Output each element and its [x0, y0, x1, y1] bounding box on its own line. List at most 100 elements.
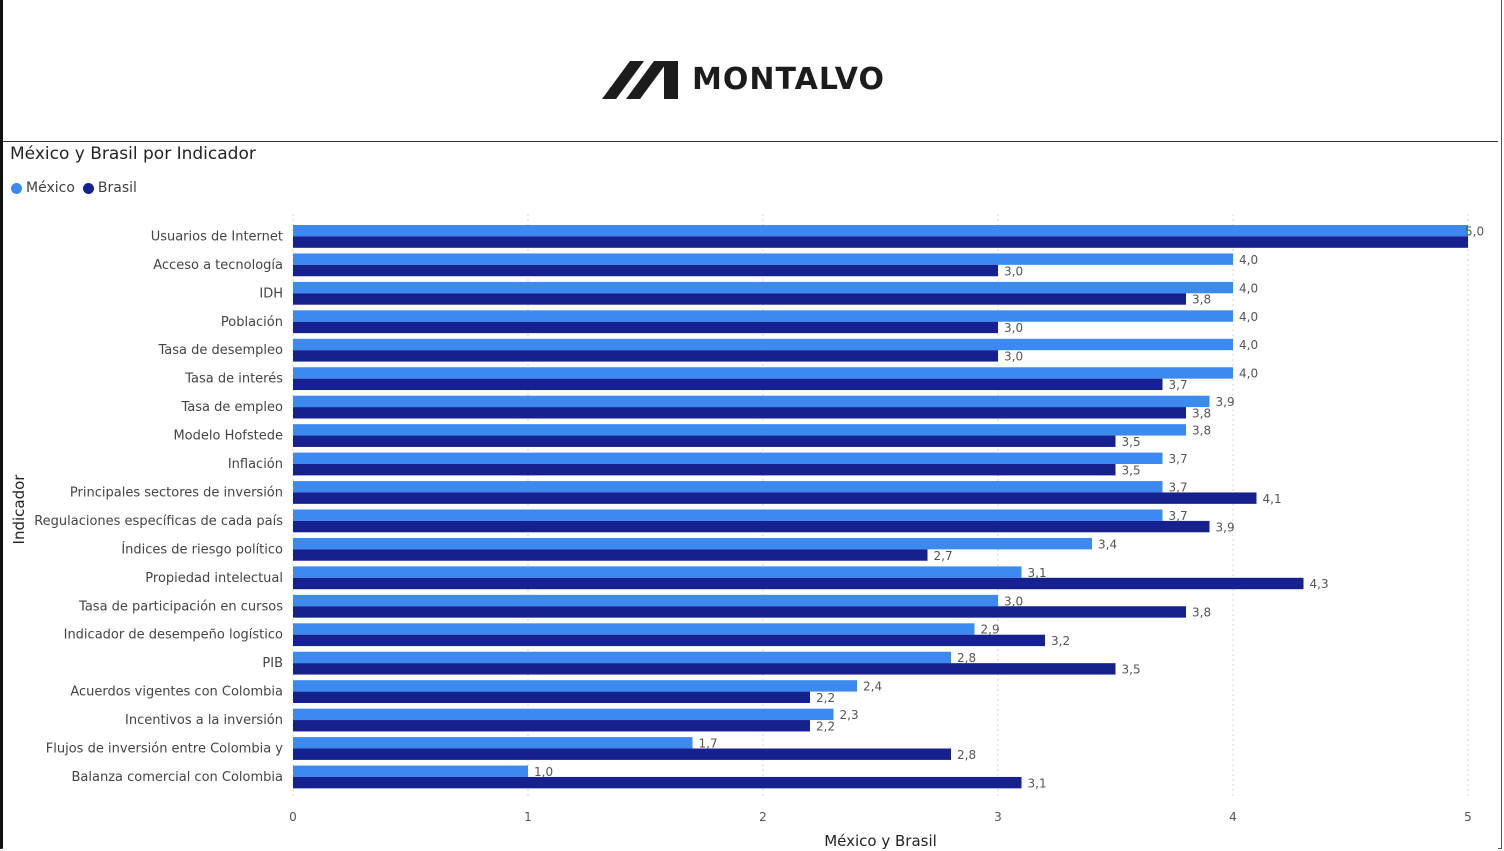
data-label: 2,3: [840, 708, 859, 722]
data-label: 4,0: [1239, 338, 1258, 352]
data-label: 2,9: [981, 623, 1000, 637]
bar-brasil[interactable]: [293, 236, 1468, 248]
bar-brasil[interactable]: [293, 691, 810, 703]
brand-logo: MONTALVO: [602, 59, 885, 99]
bar-brasil[interactable]: [293, 663, 1116, 675]
x-axis-title: México y Brasil: [824, 832, 937, 849]
chart-visual[interactable]: México y Brasil por Indicador México Bra…: [3, 142, 1498, 849]
category-label: Balanza comercial con Colombia: [72, 770, 283, 785]
data-label: 3,1: [1028, 566, 1047, 580]
bar-brasil[interactable]: [293, 464, 1116, 476]
data-label: 3,0: [1004, 350, 1023, 364]
category-label: Tasa de interés: [184, 372, 283, 387]
data-label: 3,1: [1028, 776, 1047, 790]
data-label: 3,9: [1216, 520, 1235, 534]
data-label: 4,0: [1239, 253, 1258, 267]
x-tick-label: 3: [994, 810, 1002, 824]
legend-item-brasil[interactable]: Brasil: [82, 180, 137, 196]
data-label: 3,5: [1122, 463, 1141, 477]
data-label: 3,7: [1169, 509, 1188, 523]
bar-brasil[interactable]: [293, 492, 1257, 504]
bar-brasil[interactable]: [293, 634, 1045, 647]
category-label: Tasa de empleo: [181, 400, 284, 415]
bar-brasil[interactable]: [293, 350, 998, 362]
bar-mexico[interactable]: [293, 651, 951, 664]
data-label: 4,0: [1239, 281, 1258, 295]
bar-brasil[interactable]: [293, 549, 928, 561]
category-label: Población: [221, 315, 283, 330]
category-label: Acuerdos vigentes con Colombia: [70, 685, 283, 700]
legend-marker-mexico: [11, 182, 22, 194]
data-label: 4,0: [1239, 310, 1258, 324]
bar-mexico[interactable]: [293, 281, 1233, 294]
bar-brasil[interactable]: [293, 520, 1210, 533]
data-label: 2,8: [957, 651, 976, 665]
data-label: 3,0: [1004, 594, 1023, 608]
data-label: 4,1: [1263, 492, 1282, 506]
legend-item-mexico[interactable]: México: [11, 180, 75, 196]
bar-brasil[interactable]: [293, 720, 810, 732]
bar-mexico[interactable]: [293, 310, 1233, 322]
bar-brasil[interactable]: [293, 321, 998, 334]
bar-mexico[interactable]: [293, 566, 1022, 578]
bar-brasil[interactable]: [293, 293, 1186, 305]
bar-brasil[interactable]: [293, 776, 1022, 789]
bar-mexico[interactable]: [293, 367, 1233, 379]
data-label: 3,5: [1122, 435, 1141, 449]
data-label: 3,8: [1192, 293, 1211, 307]
bar-mexico[interactable]: [293, 395, 1210, 408]
bar-mexico[interactable]: [293, 680, 857, 692]
bar-mexico[interactable]: [293, 537, 1092, 550]
bar-mexico[interactable]: [293, 338, 1233, 351]
bar-brasil[interactable]: [293, 748, 951, 760]
bar-mexico[interactable]: [293, 623, 975, 635]
data-label: 4,3: [1310, 577, 1329, 591]
data-label: 3,0: [1004, 321, 1023, 335]
bar-mexico[interactable]: [293, 253, 1233, 265]
bar-brasil[interactable]: [293, 435, 1116, 447]
report-header: MONTALVO: [3, 0, 1498, 142]
data-label: 2,2: [816, 719, 835, 733]
category-label: Incentivos a la inversión: [125, 713, 283, 728]
data-label: 2,7: [934, 549, 953, 563]
bars: [293, 225, 1468, 789]
bar-brasil[interactable]: [293, 407, 1186, 419]
bar-mexico[interactable]: [293, 594, 998, 607]
data-label: 3,8: [1192, 424, 1211, 438]
data-label: 3,7: [1169, 452, 1188, 466]
bar-brasil[interactable]: [293, 606, 1186, 618]
bar-mexico[interactable]: [293, 765, 528, 777]
data-label: 3,8: [1192, 606, 1211, 620]
category-label: Inflación: [228, 457, 283, 472]
x-tick-label: 4: [1229, 810, 1237, 824]
data-label: 3,9: [1216, 395, 1235, 409]
bar-mexico[interactable]: [293, 481, 1163, 493]
x-tick-label: 2: [759, 810, 767, 824]
bar-mexico[interactable]: [293, 225, 1468, 237]
category-label: Usuarios de Internet: [151, 229, 283, 244]
x-tick-label: 1: [524, 810, 532, 824]
category-label: PIB: [262, 656, 283, 671]
bar-mexico[interactable]: [293, 708, 834, 721]
data-label: 3,2: [1051, 634, 1070, 648]
legend-label-brasil: Brasil: [97, 180, 137, 196]
data-labels: 5,0 4,0 3,0 4,0 3,8 4,0 3,0 4,0 3,0 4,0 3,7 3,9 3,8 3…: [534, 224, 1484, 790]
bar-brasil[interactable]: [293, 378, 1163, 391]
bar-mexico[interactable]: [293, 737, 693, 749]
bar-mexico[interactable]: [293, 424, 1186, 436]
bar-mexico[interactable]: [293, 452, 1163, 464]
data-label: 3,7: [1169, 378, 1188, 392]
data-label: 3,7: [1169, 480, 1188, 494]
legend-label-mexico: México: [26, 180, 75, 196]
y-axis-title: Indicador: [10, 474, 28, 545]
data-label: 2,4: [863, 680, 882, 694]
bar-mexico[interactable]: [293, 509, 1163, 521]
data-label: 2,8: [957, 748, 976, 762]
bar-brasil[interactable]: [293, 577, 1304, 590]
category-label: IDH: [259, 286, 283, 301]
legend-marker-brasil: [82, 182, 94, 194]
logo-text: MONTALVO: [692, 61, 885, 97]
chart-title: México y Brasil por Indicador: [10, 144, 256, 164]
bar-brasil[interactable]: [293, 264, 998, 277]
category-label: Propiedad intelectual: [145, 571, 283, 586]
